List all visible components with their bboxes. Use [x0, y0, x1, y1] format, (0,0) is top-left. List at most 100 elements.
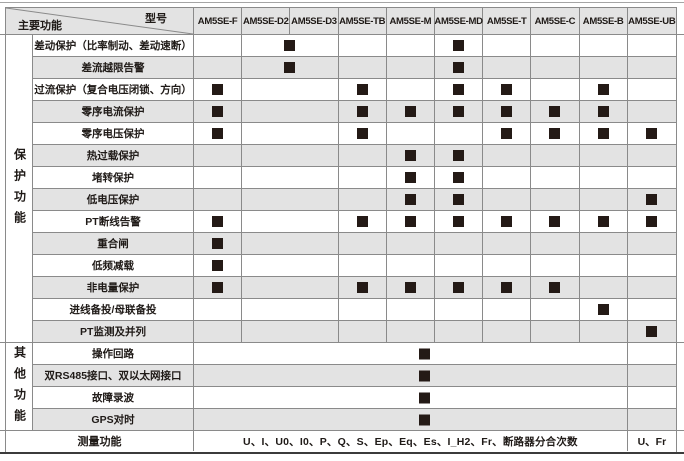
feature-cell-md: [434, 79, 484, 101]
feature-mark-square: [356, 106, 368, 117]
divider-line-measure-top: [0, 430, 684, 431]
feature-row: 进线备投/母联备投: [6, 299, 676, 321]
feature-cell-d2d3: [242, 277, 339, 299]
feature-cell-md: [434, 255, 484, 277]
feature-cell-tb: [338, 79, 387, 101]
feature-cell-d2d3: [242, 189, 339, 211]
feature-mark-square: [501, 282, 513, 293]
feature-row: 低频减载: [6, 255, 676, 277]
section-column-spacer: [6, 79, 33, 101]
feature-cell-ub: [627, 79, 676, 101]
feature-cell-d2d3: [242, 321, 339, 343]
feature-cell-d2d3: [242, 123, 339, 145]
feature-row: 堵转保护: [6, 167, 676, 189]
feature-label: 差动保护（比率制动、差动速断）: [33, 35, 194, 57]
feature-cell-b: [579, 255, 628, 277]
feature-cell-ub: [627, 145, 676, 167]
feature-cell-b: [579, 277, 628, 299]
column-header-am5se-f: AM5SE-F: [194, 8, 243, 35]
feature-cell-m: [386, 211, 435, 233]
feature-cell-t: [483, 189, 532, 211]
feature-cell-ub: [627, 321, 676, 343]
feature-mark-square: [404, 216, 416, 227]
feature-mark-square: [501, 84, 513, 95]
feature-cell-c: [531, 167, 580, 189]
feature-cell-f: [194, 233, 243, 255]
feature-cell-f: [194, 101, 243, 123]
feature-cell-merged: [194, 387, 628, 409]
feature-mark-square: [453, 216, 465, 227]
divider-line-bottom: [0, 452, 684, 454]
feature-cell-md: [434, 57, 484, 79]
divider-line-top: [0, 2, 684, 3]
feature-row: PT断线告警: [6, 211, 676, 233]
feature-cell-d2d3: [242, 167, 339, 189]
feature-mark-square: [404, 282, 416, 293]
measurement-values: U、I、U0、I0、P、Q、S、Ep、Eq、Es、I_H2、Fr、断路器分合次数: [194, 431, 628, 451]
column-header-am5se-m: AM5SE-M: [386, 8, 435, 35]
feature-cell-md: [434, 211, 484, 233]
feature-mark-square: [597, 304, 609, 315]
feature-cell-tb: [338, 277, 387, 299]
feature-cell-c: [531, 123, 580, 145]
feature-cell-b: [579, 35, 628, 57]
feature-row: 过流保护（复合电压闭锁、方向）: [6, 79, 676, 101]
feature-cell-c: [531, 145, 580, 167]
feature-cell-b: [579, 57, 628, 79]
section-column-spacer: [6, 365, 33, 387]
feature-mark-square: [356, 84, 368, 95]
feature-cell-d2d3: [242, 145, 339, 167]
feature-cell-c: [531, 233, 580, 255]
feature-mark-square: [549, 282, 561, 293]
feature-mark-square: [404, 150, 416, 161]
feature-cell-t: [483, 57, 532, 79]
feature-mark-square: [419, 392, 430, 403]
feature-cell-f: [194, 167, 243, 189]
section-column-spacer: [6, 409, 33, 431]
feature-cell-f: [194, 299, 243, 321]
feature-mark-square: [419, 370, 430, 381]
feature-cell-t: [483, 255, 532, 277]
feature-cell-m: [386, 167, 435, 189]
feature-label: 低电压保护: [33, 189, 194, 211]
feature-cell-f: [194, 211, 243, 233]
feature-label: 零序电压保护: [33, 123, 194, 145]
section-column-spacer: [6, 101, 33, 123]
column-header-am5se-md: AM5SE-MD: [434, 8, 484, 35]
feature-cell-c: [531, 277, 580, 299]
feature-cell-merged: [194, 409, 628, 431]
feature-cell-merged: [194, 365, 628, 387]
feature-cell-f: [194, 321, 243, 343]
section-column-spacer: [6, 343, 33, 365]
feature-cell-f: [194, 57, 243, 79]
feature-mark-square: [284, 40, 296, 51]
feature-row: 差动保护（比率制动、差动速断）: [6, 35, 676, 57]
column-header-am5se-tb: AM5SE-TB: [338, 8, 387, 35]
section-column-spacer: [6, 211, 33, 233]
section-column-spacer: [6, 167, 33, 189]
feature-cell-c: [531, 189, 580, 211]
section-column-spacer: [6, 35, 33, 57]
feature-mark-square: [453, 282, 465, 293]
feature-mark-square: [419, 348, 430, 359]
feature-cell-c: [531, 299, 580, 321]
feature-cell-tb: [338, 255, 387, 277]
feature-mark-square: [453, 62, 465, 73]
feature-cell-f: [194, 123, 243, 145]
feature-mark-square: [284, 62, 296, 73]
feature-cell-b: [579, 167, 628, 189]
feature-cell-tb: [338, 189, 387, 211]
feature-cell-b: [579, 299, 628, 321]
feature-cell-ub: [627, 255, 676, 277]
feature-cell-f: [194, 255, 243, 277]
section-column-spacer: [6, 123, 33, 145]
feature-cell-md: [434, 145, 484, 167]
feature-label: 故障录波: [33, 387, 194, 409]
feature-mark-square: [597, 216, 609, 227]
feature-row: 操作回路: [6, 343, 676, 365]
feature-cell-md: [434, 299, 484, 321]
feature-cell-md: [434, 321, 484, 343]
feature-cell-ub: [627, 167, 676, 189]
feature-mark-square: [453, 150, 465, 161]
feature-label: 热过载保护: [33, 145, 194, 167]
